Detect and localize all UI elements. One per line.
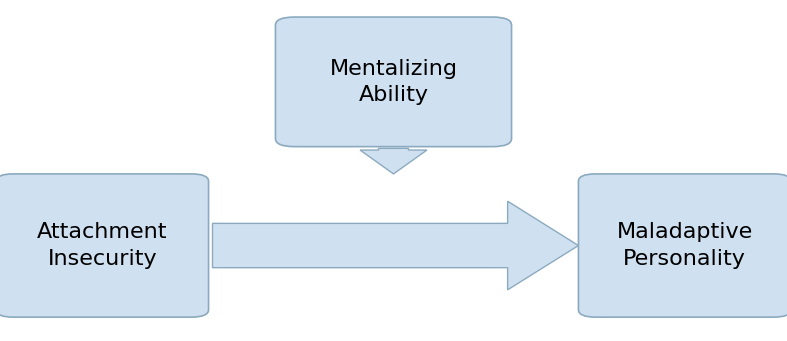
Polygon shape [212, 201, 578, 290]
FancyBboxPatch shape [275, 17, 512, 147]
Text: Maladaptive
Personality: Maladaptive Personality [616, 222, 753, 269]
Polygon shape [360, 148, 427, 174]
FancyBboxPatch shape [0, 174, 209, 317]
Text: Mentalizing
Ability: Mentalizing Ability [330, 59, 457, 105]
FancyBboxPatch shape [578, 174, 787, 317]
Text: Attachment
Insecurity: Attachment Insecurity [37, 222, 168, 269]
